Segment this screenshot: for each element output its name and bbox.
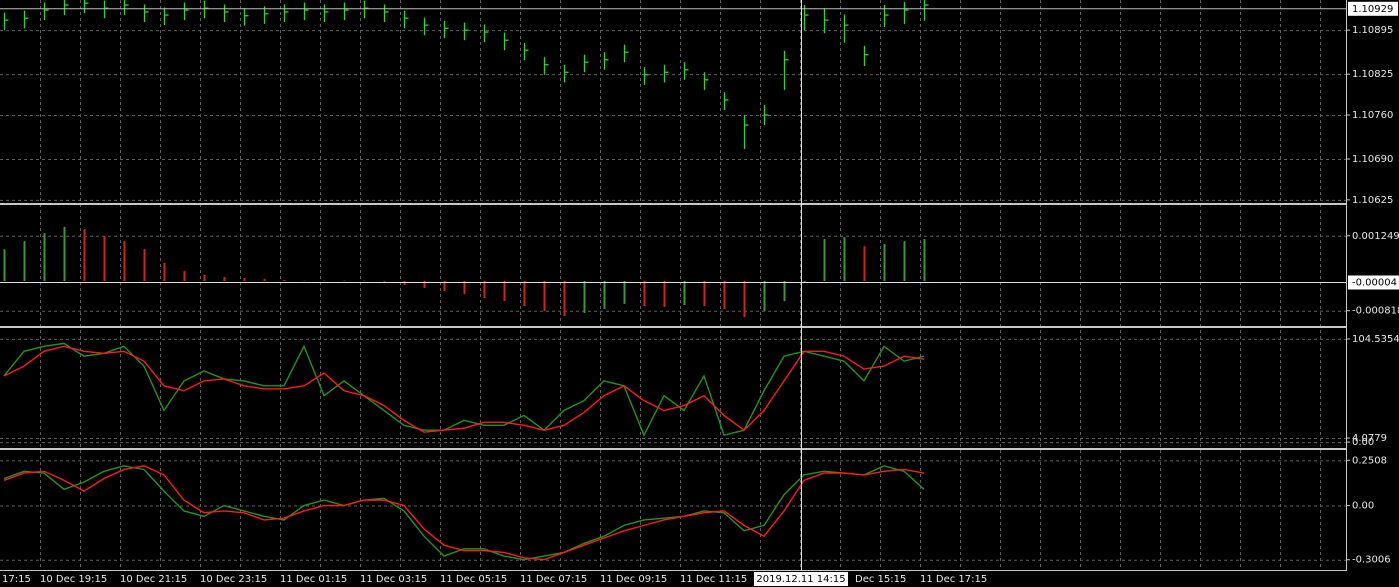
oscillator-panel [0,460,1346,561]
y-tick-label: 1.10895 [1352,25,1393,36]
y-tick-label: 0.00 [1352,501,1374,512]
y-tick-label: 0.00 [1352,437,1374,448]
y-tick-label: -0.3006 [1352,555,1391,566]
x-tick-label: 11 Dec 11:15 [680,574,747,585]
x-tick-label: 11 Dec 05:15 [440,574,507,585]
x-tick-label: 11 Dec 17:15 [920,574,987,585]
x-tick-label: 10 Dec 21:15 [120,574,187,585]
crosshair-time-box [754,572,848,586]
x-tick-label: 11 Dec 09:15 [600,574,667,585]
indicator-line [3,345,925,433]
x-tick-label: Dec 15:15 [855,574,906,585]
current-price-box [1348,1,1398,16]
x-tick-label: 11 Dec 07:15 [520,574,587,585]
y-tick-label: 1.10825 [1352,69,1393,80]
x-tick-label: 11 Dec 03:15 [360,574,427,585]
x-tick-label: 17:15 [2,574,31,585]
y-tick-label: 104.5354 [1352,334,1399,345]
y-tick-label: 1.10690 [1352,154,1393,165]
y-tick-label: 1.10625 [1352,195,1393,206]
y-tick-label: 0.2508 [1352,455,1387,466]
crosshair-value-box [1348,275,1399,290]
x-tick-label: 10 Dec 19:15 [40,574,107,585]
price-panel [0,0,1346,201]
x-tick-label: 11 Dec 01:15 [280,574,347,585]
y-tick-label: 4.0779 [1352,433,1387,444]
x-tick-label: 10 Dec 23:15 [200,574,267,585]
y-tick-label: 1.10760 [1352,110,1393,121]
y-tick-label: 0.001249 [1352,231,1399,242]
indicator-line [3,342,925,437]
current-price-label: 1.10929 [1352,4,1393,15]
indicator-line [3,465,925,561]
vertical-grid [40,0,1321,570]
histogram-panel [0,227,1346,317]
oscillator-panel [0,338,1346,444]
crosshair-value-label: -0.00004 [1352,277,1397,288]
crosshair-time-label: 2019.12.11 14:15 [756,574,845,585]
y-tick-label: -0.000818 [1352,306,1399,317]
indicator-line [3,465,925,561]
